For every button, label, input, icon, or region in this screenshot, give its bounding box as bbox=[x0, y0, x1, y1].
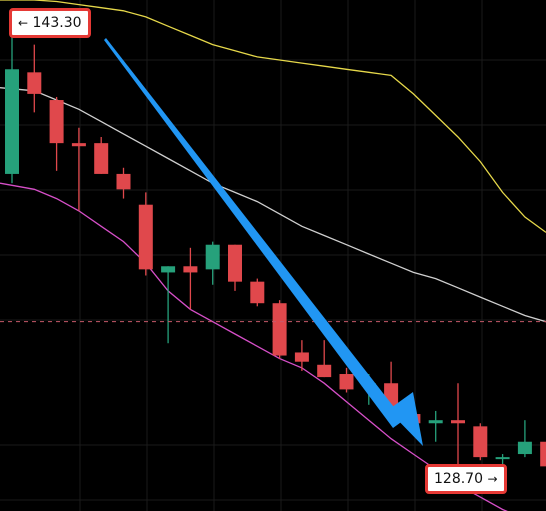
candle-body bbox=[183, 266, 198, 273]
candle-6 bbox=[138, 192, 153, 276]
candle-body bbox=[294, 352, 309, 362]
candle-body bbox=[451, 420, 465, 424]
candle-15 bbox=[339, 367, 354, 393]
moving-average-line-0 bbox=[0, 0, 546, 233]
candle-19 bbox=[428, 410, 443, 442]
candle-23 bbox=[517, 420, 532, 458]
candle-body bbox=[495, 457, 510, 460]
candle-body bbox=[94, 143, 109, 174]
candle-body bbox=[272, 303, 287, 356]
candle-3 bbox=[71, 127, 86, 211]
candle-body bbox=[317, 364, 332, 378]
candle-13 bbox=[294, 340, 309, 371]
trend-arrow bbox=[104, 38, 423, 446]
candle-body bbox=[27, 72, 42, 94]
low-price-label: 128.70 → bbox=[425, 464, 507, 494]
candle-12 bbox=[272, 300, 287, 359]
candle-body bbox=[250, 281, 265, 304]
candle-7 bbox=[161, 266, 176, 344]
candle-body bbox=[161, 266, 176, 273]
candle-5 bbox=[116, 167, 131, 199]
candle-body bbox=[116, 173, 131, 190]
candle-body bbox=[71, 143, 86, 147]
candle-4 bbox=[94, 136, 109, 174]
right-arrow-icon: → bbox=[487, 472, 498, 486]
candle-21 bbox=[473, 423, 488, 461]
candle-1 bbox=[27, 44, 42, 113]
left-arrow-icon: ← bbox=[18, 16, 29, 30]
candle-body bbox=[473, 426, 488, 458]
candle-11 bbox=[250, 278, 265, 307]
candle-body bbox=[339, 374, 354, 390]
candle-body bbox=[49, 100, 64, 144]
high-price-label: ← 143.30 bbox=[9, 8, 91, 38]
candle-body bbox=[228, 244, 242, 282]
moving-average-line-1 bbox=[0, 87, 546, 323]
high-price-value: 143.30 bbox=[32, 15, 82, 31]
candle-20 bbox=[451, 383, 465, 470]
candle-body bbox=[428, 420, 443, 424]
trend-arrow-head bbox=[388, 392, 423, 446]
trend-arrow-shaft bbox=[104, 38, 404, 428]
candle-2 bbox=[49, 96, 64, 171]
candle-body bbox=[205, 244, 220, 270]
candle-24 bbox=[540, 441, 546, 467]
candle-14 bbox=[317, 340, 332, 378]
candles bbox=[5, 35, 546, 470]
candle-body bbox=[540, 441, 546, 467]
candle-body bbox=[138, 204, 153, 270]
candle-10 bbox=[228, 244, 242, 291]
candle-body bbox=[5, 69, 19, 174]
low-price-value: 128.70 bbox=[434, 471, 483, 487]
candle-8 bbox=[183, 247, 198, 310]
candle-9 bbox=[205, 241, 220, 285]
candle-0 bbox=[5, 35, 19, 184]
candle-body bbox=[517, 441, 532, 455]
